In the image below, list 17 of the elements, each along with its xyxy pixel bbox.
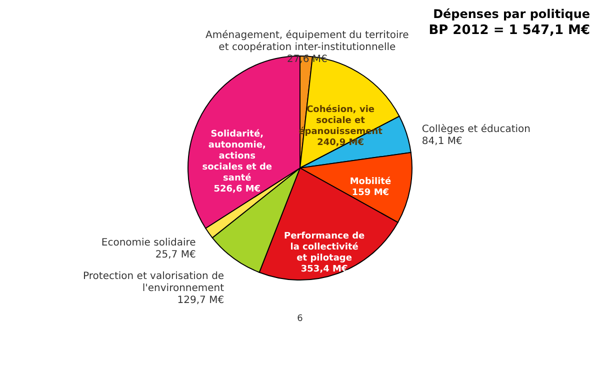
slice-label: Economie solidaire [101, 237, 196, 248]
data-label: 84,1 M€ [422, 136, 462, 148]
data-label: 240,9 M€ [317, 138, 364, 148]
slice-label: Protection et valorisation de l'environnement [83, 271, 224, 294]
slice-label: Mobilité [350, 176, 392, 188]
data-label: 25,7 M€ [155, 249, 196, 260]
slice-label: Collèges et éducation [422, 124, 530, 136]
data-label: 159 M€ [352, 188, 390, 198]
chart-subtitle: BP 2012 = 1 547,1 M€ [428, 23, 590, 38]
text: 6 [296, 314, 304, 324]
chart-title: Dépenses par politique [433, 7, 590, 21]
data-label: 353,4 M€ [300, 264, 348, 274]
slice-label: Aménagement, équipement du territoire et coopération inter-institutionnelle [206, 30, 409, 54]
data-label: 129,7 M€ [177, 295, 224, 306]
slice-label: Performance de la collectivité et pilotage [284, 231, 365, 264]
data-label: 526,6 M€ [214, 184, 261, 195]
slice-label: Solidarité, autonomie, actions sociales et de santé [202, 128, 272, 184]
